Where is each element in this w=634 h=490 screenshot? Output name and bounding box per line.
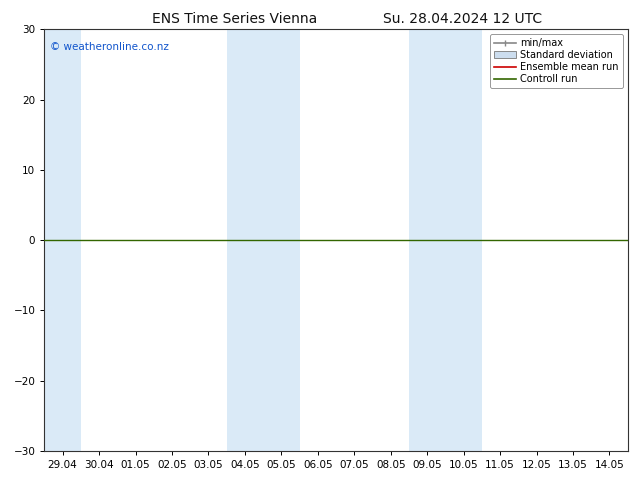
Bar (409, 29, 482, 451)
Bar (44, 29, 74, 451)
Text: © weatheronline.co.nz: © weatheronline.co.nz (50, 42, 169, 52)
Text: ENS Time Series Vienna: ENS Time Series Vienna (152, 12, 317, 26)
Legend: min/max, Standard deviation, Ensemble mean run, Controll run: min/max, Standard deviation, Ensemble me… (490, 34, 623, 88)
Bar (44, 29, 81, 451)
Bar (226, 29, 299, 451)
Text: Su. 28.04.2024 12 UTC: Su. 28.04.2024 12 UTC (384, 12, 542, 26)
